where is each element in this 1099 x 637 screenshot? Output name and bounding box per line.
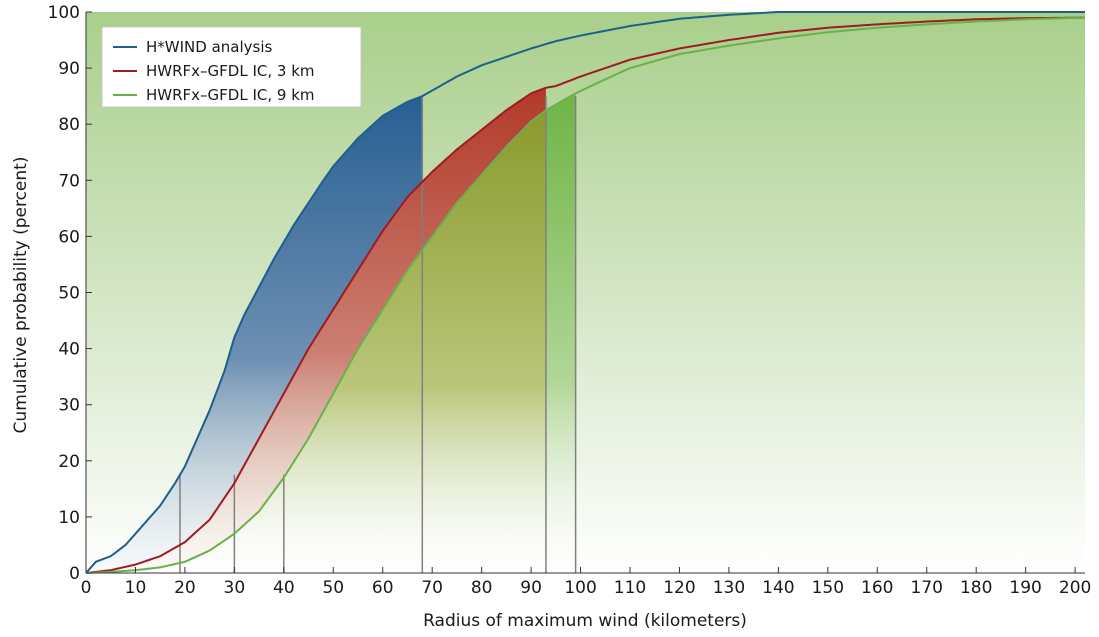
x-tick-label: 50 — [322, 578, 344, 598]
x-tick-label: 40 — [273, 578, 295, 598]
y-tick-label: 60 — [58, 227, 80, 247]
shaded-bands — [86, 87, 576, 574]
y-tick-label: 100 — [48, 3, 80, 23]
legend-item-3km: HWRFx–GFDL IC, 3 km — [113, 62, 315, 80]
legend-label-hwind: H*WIND analysis — [146, 38, 272, 56]
y-tick-label: 90 — [58, 59, 80, 79]
legend-label-9km: HWRFx–GFDL IC, 9 km — [146, 86, 315, 104]
y-tick-label: 40 — [58, 340, 80, 360]
shaded-band-1 — [86, 96, 423, 574]
x-tick-label: 130 — [713, 578, 745, 598]
legend-item-9km: HWRFx–GFDL IC, 9 km — [113, 86, 315, 104]
y-tick-label: 10 — [58, 508, 80, 528]
x-tick-label: 120 — [663, 578, 695, 598]
legend-label-3km: HWRFx–GFDL IC, 3 km — [146, 62, 315, 80]
shaded-band-3 — [86, 110, 546, 574]
x-tick-label: 110 — [614, 578, 646, 598]
x-tick-label: 0 — [81, 578, 92, 598]
axes — [85, 11, 1085, 574]
x-tick-label: 180 — [960, 578, 992, 598]
x-tick-label: 70 — [421, 578, 443, 598]
x-tick-label: 80 — [471, 578, 493, 598]
x-tick-label: 20 — [174, 578, 196, 598]
series-lines — [85, 11, 1086, 574]
x-tick-labels: 0 10 20 30 40 50 60 70 80 90 100 110 120 130 140 150 160… — [81, 578, 1092, 598]
x-tick-label: 170 — [911, 578, 943, 598]
shaded-band-4 — [545, 93, 576, 573]
x-axis-title: Radius of maximum wind (kilometers) — [423, 611, 747, 631]
y-tick-label: 70 — [58, 171, 80, 191]
y-axis-title: Cumulative probability (percent) — [11, 157, 31, 434]
x-tick-label: 140 — [762, 578, 794, 598]
y-tick-labels: 0 10 20 30 40 50 60 70 80 90 100 — [48, 3, 80, 584]
legend-item-hwind: H*WIND analysis — [113, 38, 272, 56]
x-tick-label: 150 — [812, 578, 844, 598]
x-tick-label: 200 — [1059, 578, 1091, 598]
x-tick-label: 60 — [372, 578, 394, 598]
y-tick-label: 0 — [69, 564, 80, 584]
marker-lines — [179, 96, 577, 573]
shaded-band-2 — [86, 87, 546, 574]
x-tick-label: 30 — [224, 578, 246, 598]
y-tick-label: 20 — [58, 452, 80, 472]
series-line-1 — [85, 11, 1085, 574]
x-tick-label: 90 — [520, 578, 542, 598]
legend-box — [101, 26, 362, 108]
y-tick-label: 50 — [58, 284, 80, 304]
legend: H*WIND analysis HWRFx–GFDL IC, 3 km HWRF… — [101, 26, 362, 108]
y-tick-label: 80 — [58, 115, 80, 135]
series-line-3 — [85, 16, 1086, 574]
x-tick-label: 190 — [1009, 578, 1041, 598]
x-tick-label: 100 — [564, 578, 596, 598]
y-tick-label: 30 — [58, 396, 80, 416]
x-tick-label: 10 — [125, 578, 147, 598]
x-tick-label: 160 — [861, 578, 893, 598]
series-line-2 — [85, 16, 1086, 574]
